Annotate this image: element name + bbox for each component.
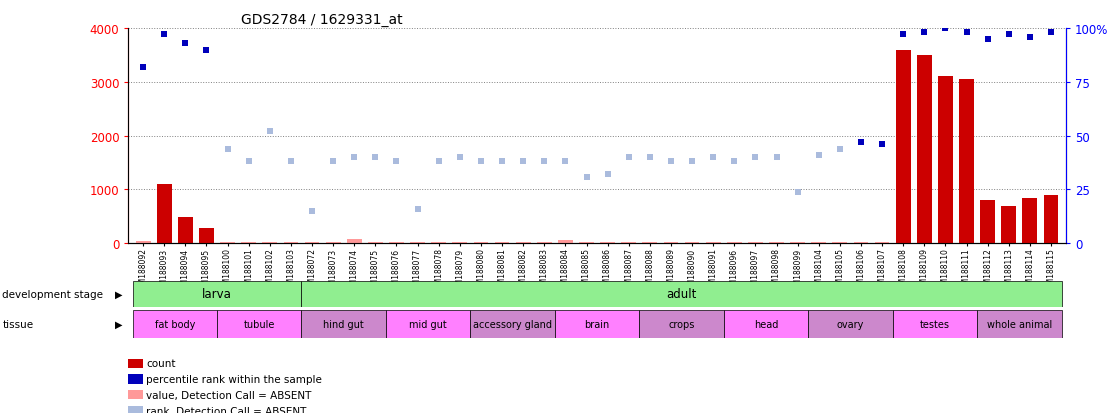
Text: accessory gland: accessory gland bbox=[473, 319, 552, 329]
Bar bbox=[494, 243, 509, 244]
FancyBboxPatch shape bbox=[386, 310, 470, 339]
Bar bbox=[790, 243, 805, 244]
Bar bbox=[431, 243, 446, 244]
Text: tissue: tissue bbox=[2, 319, 33, 329]
Bar bbox=[1001, 206, 1017, 244]
FancyBboxPatch shape bbox=[555, 310, 639, 339]
Bar bbox=[262, 242, 277, 244]
Text: brain: brain bbox=[585, 319, 609, 329]
Text: hind gut: hind gut bbox=[324, 319, 364, 329]
Bar bbox=[664, 243, 679, 244]
Bar bbox=[199, 229, 214, 244]
FancyBboxPatch shape bbox=[133, 281, 301, 308]
Text: testes: testes bbox=[920, 319, 950, 329]
Bar bbox=[347, 240, 362, 244]
Bar bbox=[411, 243, 425, 244]
Bar bbox=[368, 243, 383, 244]
FancyBboxPatch shape bbox=[301, 281, 1061, 308]
Text: value, Detection Call = ABSENT: value, Detection Call = ABSENT bbox=[146, 390, 311, 400]
Bar bbox=[1043, 195, 1058, 244]
Bar bbox=[1022, 198, 1037, 244]
Text: rank, Detection Call = ABSENT: rank, Detection Call = ABSENT bbox=[146, 406, 307, 413]
Bar bbox=[939, 77, 953, 244]
Bar bbox=[579, 243, 594, 244]
Bar bbox=[748, 243, 763, 244]
FancyBboxPatch shape bbox=[133, 310, 217, 339]
Text: larva: larva bbox=[202, 288, 232, 301]
Bar bbox=[537, 243, 551, 244]
Bar bbox=[452, 243, 468, 244]
FancyBboxPatch shape bbox=[893, 310, 978, 339]
Text: development stage: development stage bbox=[2, 289, 104, 299]
Bar bbox=[854, 242, 868, 244]
Bar bbox=[727, 243, 742, 244]
FancyBboxPatch shape bbox=[978, 310, 1061, 339]
Bar bbox=[643, 243, 657, 244]
Text: crops: crops bbox=[668, 319, 694, 329]
FancyBboxPatch shape bbox=[217, 310, 301, 339]
Bar bbox=[896, 50, 911, 244]
Bar bbox=[811, 242, 826, 244]
Bar bbox=[283, 243, 298, 244]
FancyBboxPatch shape bbox=[724, 310, 808, 339]
Bar bbox=[473, 243, 489, 244]
Bar bbox=[136, 241, 151, 244]
Text: percentile rank within the sample: percentile rank within the sample bbox=[146, 374, 323, 384]
Bar bbox=[241, 243, 256, 244]
Text: count: count bbox=[146, 358, 175, 368]
Text: ▶: ▶ bbox=[115, 289, 123, 299]
Bar bbox=[600, 243, 615, 244]
Bar bbox=[622, 243, 636, 244]
Text: adult: adult bbox=[666, 288, 696, 301]
FancyBboxPatch shape bbox=[639, 310, 724, 339]
Text: mid gut: mid gut bbox=[410, 319, 448, 329]
Bar bbox=[959, 80, 974, 244]
Bar bbox=[875, 242, 889, 244]
Text: GDS2784 / 1629331_at: GDS2784 / 1629331_at bbox=[241, 12, 403, 26]
Bar bbox=[833, 242, 847, 244]
Bar bbox=[705, 243, 721, 244]
Bar bbox=[558, 240, 573, 244]
Text: tubule: tubule bbox=[243, 319, 275, 329]
Bar bbox=[177, 218, 193, 244]
Bar bbox=[305, 243, 319, 244]
Bar bbox=[220, 242, 235, 244]
Bar bbox=[980, 201, 995, 244]
Text: head: head bbox=[753, 319, 778, 329]
FancyBboxPatch shape bbox=[470, 310, 555, 339]
Bar bbox=[389, 243, 404, 244]
Text: fat body: fat body bbox=[155, 319, 195, 329]
FancyBboxPatch shape bbox=[301, 310, 386, 339]
Bar bbox=[157, 185, 172, 244]
Bar bbox=[685, 243, 700, 244]
Text: whole animal: whole animal bbox=[987, 319, 1052, 329]
FancyBboxPatch shape bbox=[808, 310, 893, 339]
Bar bbox=[326, 243, 340, 244]
Text: ▶: ▶ bbox=[115, 319, 123, 329]
Text: ovary: ovary bbox=[837, 319, 864, 329]
Bar bbox=[917, 56, 932, 244]
Bar bbox=[516, 243, 530, 244]
Bar bbox=[769, 243, 783, 244]
